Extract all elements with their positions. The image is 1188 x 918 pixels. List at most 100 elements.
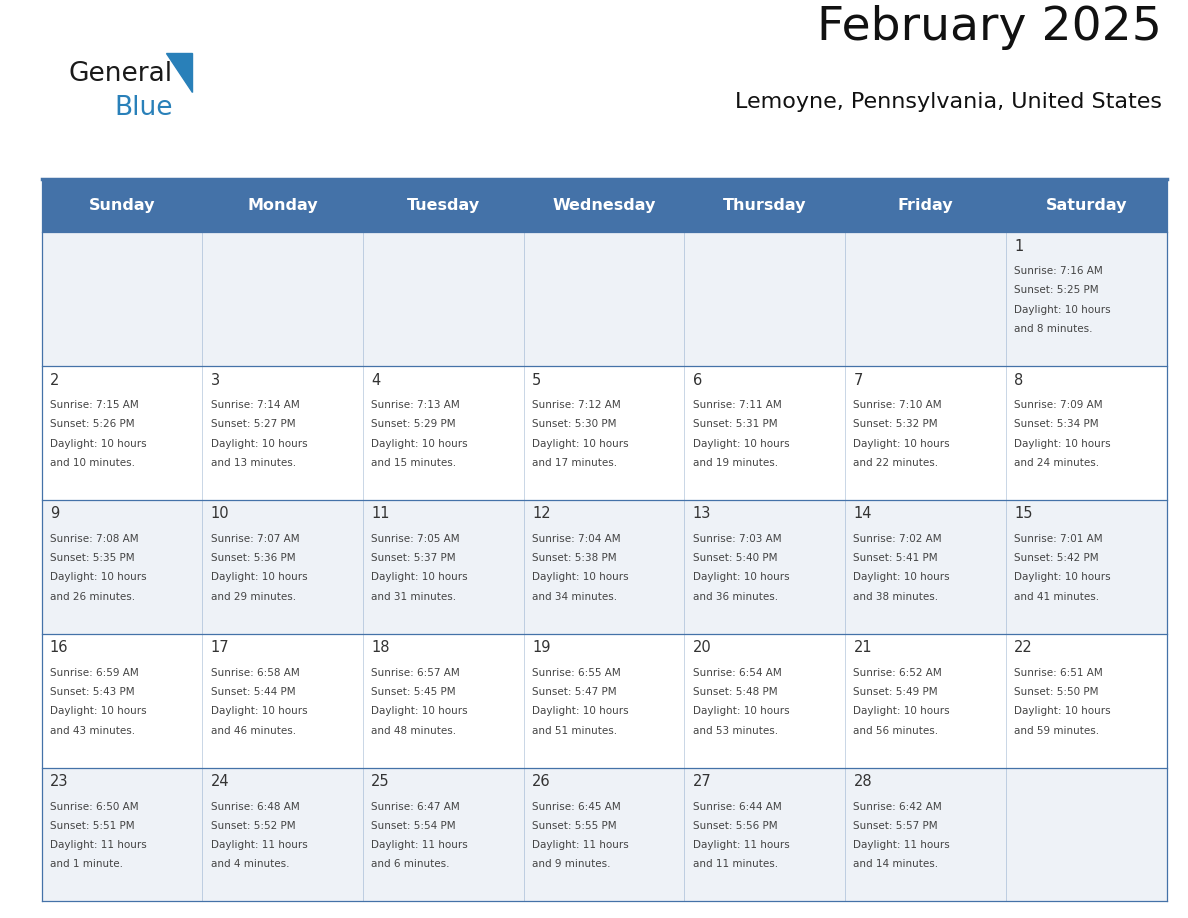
Text: Sunrise: 7:16 AM: Sunrise: 7:16 AM: [1015, 266, 1102, 276]
Text: Sunrise: 7:01 AM: Sunrise: 7:01 AM: [1015, 534, 1102, 543]
Text: and 17 minutes.: and 17 minutes.: [532, 458, 618, 468]
Bar: [42, 767, 1167, 901]
Text: Sunrise: 7:07 AM: Sunrise: 7:07 AM: [210, 534, 299, 543]
Text: and 53 minutes.: and 53 minutes.: [693, 725, 778, 735]
Text: Daylight: 11 hours: Daylight: 11 hours: [853, 840, 950, 850]
Text: 20: 20: [693, 640, 712, 655]
Text: and 9 minutes.: and 9 minutes.: [532, 859, 611, 869]
Bar: [42, 633, 1167, 767]
Text: Daylight: 10 hours: Daylight: 10 hours: [210, 439, 308, 449]
Text: Daylight: 11 hours: Daylight: 11 hours: [693, 840, 790, 850]
Text: and 41 minutes.: and 41 minutes.: [1015, 592, 1099, 601]
Text: and 26 minutes.: and 26 minutes.: [50, 592, 135, 601]
Text: Sunrise: 7:15 AM: Sunrise: 7:15 AM: [50, 400, 139, 410]
Text: and 6 minutes.: and 6 minutes.: [372, 859, 450, 869]
Bar: [42, 366, 1167, 500]
Text: and 10 minutes.: and 10 minutes.: [50, 458, 135, 468]
Text: Sunset: 5:57 PM: Sunset: 5:57 PM: [853, 821, 939, 831]
Text: and 19 minutes.: and 19 minutes.: [693, 458, 778, 468]
Text: and 11 minutes.: and 11 minutes.: [693, 859, 778, 869]
Text: Wednesday: Wednesday: [552, 198, 656, 213]
Text: and 56 minutes.: and 56 minutes.: [853, 725, 939, 735]
Text: Monday: Monday: [247, 198, 318, 213]
Text: Sunrise: 6:48 AM: Sunrise: 6:48 AM: [210, 801, 299, 812]
Text: Daylight: 10 hours: Daylight: 10 hours: [853, 439, 950, 449]
Text: Sunset: 5:41 PM: Sunset: 5:41 PM: [853, 554, 939, 563]
Text: Sunrise: 6:57 AM: Sunrise: 6:57 AM: [372, 667, 460, 677]
Text: Sunrise: 7:04 AM: Sunrise: 7:04 AM: [532, 534, 620, 543]
Text: Daylight: 10 hours: Daylight: 10 hours: [532, 706, 628, 716]
Text: Sunset: 5:38 PM: Sunset: 5:38 PM: [532, 554, 617, 563]
Text: Sunrise: 6:59 AM: Sunrise: 6:59 AM: [50, 667, 139, 677]
Text: and 59 minutes.: and 59 minutes.: [1015, 725, 1099, 735]
Text: Sunrise: 7:14 AM: Sunrise: 7:14 AM: [210, 400, 299, 410]
Text: Sunset: 5:27 PM: Sunset: 5:27 PM: [210, 420, 296, 430]
Text: Daylight: 10 hours: Daylight: 10 hours: [50, 573, 146, 582]
Text: Sunrise: 6:52 AM: Sunrise: 6:52 AM: [853, 667, 942, 677]
Text: Sunset: 5:26 PM: Sunset: 5:26 PM: [50, 420, 134, 430]
Text: Sunrise: 6:45 AM: Sunrise: 6:45 AM: [532, 801, 621, 812]
Text: Daylight: 10 hours: Daylight: 10 hours: [1015, 439, 1111, 449]
Text: Daylight: 10 hours: Daylight: 10 hours: [693, 573, 789, 582]
Text: Daylight: 11 hours: Daylight: 11 hours: [50, 840, 146, 850]
Text: and 51 minutes.: and 51 minutes.: [532, 725, 618, 735]
Text: 18: 18: [372, 640, 390, 655]
Text: Sunrise: 7:13 AM: Sunrise: 7:13 AM: [372, 400, 460, 410]
Text: Sunrise: 6:51 AM: Sunrise: 6:51 AM: [1015, 667, 1102, 677]
Text: Sunrise: 6:50 AM: Sunrise: 6:50 AM: [50, 801, 139, 812]
Text: Sunrise: 7:05 AM: Sunrise: 7:05 AM: [372, 534, 460, 543]
Text: Sunset: 5:51 PM: Sunset: 5:51 PM: [50, 821, 134, 831]
Text: Sunrise: 7:02 AM: Sunrise: 7:02 AM: [853, 534, 942, 543]
Text: 26: 26: [532, 774, 551, 789]
Text: 5: 5: [532, 373, 542, 387]
Text: Lemoyne, Pennsylvania, United States: Lemoyne, Pennsylvania, United States: [735, 92, 1162, 112]
Text: 14: 14: [853, 507, 872, 521]
Text: Sunrise: 6:58 AM: Sunrise: 6:58 AM: [210, 667, 299, 677]
Polygon shape: [166, 53, 192, 92]
Text: 17: 17: [210, 640, 229, 655]
Text: Sunrise: 7:08 AM: Sunrise: 7:08 AM: [50, 534, 139, 543]
Text: General: General: [69, 62, 173, 87]
Text: February 2025: February 2025: [817, 6, 1162, 50]
Text: 2: 2: [50, 373, 59, 387]
Text: Daylight: 11 hours: Daylight: 11 hours: [532, 840, 628, 850]
Text: 13: 13: [693, 507, 712, 521]
Text: 28: 28: [853, 774, 872, 789]
Text: Daylight: 10 hours: Daylight: 10 hours: [693, 706, 789, 716]
Text: Daylight: 10 hours: Daylight: 10 hours: [1015, 706, 1111, 716]
Text: and 34 minutes.: and 34 minutes.: [532, 592, 618, 601]
Text: and 24 minutes.: and 24 minutes.: [1015, 458, 1099, 468]
Text: Sunset: 5:55 PM: Sunset: 5:55 PM: [532, 821, 617, 831]
Text: Sunday: Sunday: [89, 198, 156, 213]
Text: Sunset: 5:44 PM: Sunset: 5:44 PM: [210, 687, 296, 697]
Text: Daylight: 10 hours: Daylight: 10 hours: [1015, 305, 1111, 315]
Text: Daylight: 10 hours: Daylight: 10 hours: [50, 439, 146, 449]
Text: Sunset: 5:32 PM: Sunset: 5:32 PM: [853, 420, 939, 430]
Text: Sunrise: 6:47 AM: Sunrise: 6:47 AM: [372, 801, 460, 812]
Text: 4: 4: [372, 373, 380, 387]
Text: Daylight: 10 hours: Daylight: 10 hours: [853, 706, 950, 716]
Text: and 29 minutes.: and 29 minutes.: [210, 592, 296, 601]
Text: Tuesday: Tuesday: [406, 198, 480, 213]
Text: Sunrise: 6:44 AM: Sunrise: 6:44 AM: [693, 801, 782, 812]
Text: Sunrise: 6:55 AM: Sunrise: 6:55 AM: [532, 667, 621, 677]
Text: Daylight: 11 hours: Daylight: 11 hours: [210, 840, 308, 850]
Text: Sunset: 5:40 PM: Sunset: 5:40 PM: [693, 554, 777, 563]
Bar: [42, 232, 1167, 366]
Text: and 8 minutes.: and 8 minutes.: [1015, 324, 1093, 334]
Text: 25: 25: [372, 774, 390, 789]
Text: 1: 1: [1015, 239, 1024, 253]
Text: Sunset: 5:48 PM: Sunset: 5:48 PM: [693, 687, 777, 697]
Text: Daylight: 10 hours: Daylight: 10 hours: [372, 706, 468, 716]
Text: and 4 minutes.: and 4 minutes.: [210, 859, 289, 869]
Text: and 13 minutes.: and 13 minutes.: [210, 458, 296, 468]
Text: Sunset: 5:36 PM: Sunset: 5:36 PM: [210, 554, 296, 563]
Text: Daylight: 10 hours: Daylight: 10 hours: [372, 573, 468, 582]
Text: and 46 minutes.: and 46 minutes.: [210, 725, 296, 735]
Text: Sunset: 5:56 PM: Sunset: 5:56 PM: [693, 821, 777, 831]
Text: Sunrise: 7:09 AM: Sunrise: 7:09 AM: [1015, 400, 1102, 410]
Text: Sunset: 5:35 PM: Sunset: 5:35 PM: [50, 554, 134, 563]
Text: Daylight: 10 hours: Daylight: 10 hours: [372, 439, 468, 449]
Text: 8: 8: [1015, 373, 1024, 387]
Text: Sunset: 5:34 PM: Sunset: 5:34 PM: [1015, 420, 1099, 430]
